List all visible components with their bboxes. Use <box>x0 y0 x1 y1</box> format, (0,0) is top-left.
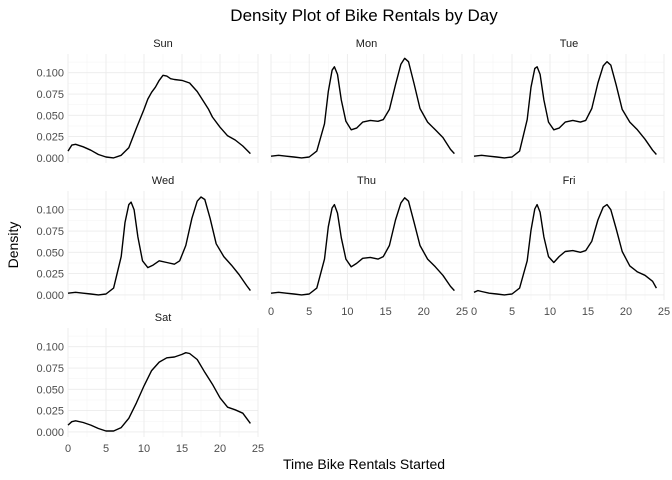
panels-group: Sun 0.000 0.025 0.050 0.075 0.100 Mon Tue Wed 0.0… <box>36 38 670 455</box>
x-tick-label: 0 <box>268 306 274 318</box>
x-axis-title: Time Bike Rentals Started <box>283 456 445 472</box>
x-tick-label: 5 <box>509 306 515 318</box>
y-tick-label: 0.050 <box>36 384 64 396</box>
density-curve-thu <box>270 197 455 296</box>
y-tick-label: 0.050 <box>36 110 64 122</box>
density-curve-wed <box>67 196 251 296</box>
x-tick-label: 25 <box>658 306 670 318</box>
strip-label-mon: Mon <box>356 38 377 50</box>
x-tick-label: 20 <box>214 443 226 455</box>
panel-sun: Sun 0.000 0.025 0.050 0.075 0.100 <box>36 38 259 165</box>
y-tick-label: 0.075 <box>36 226 64 238</box>
y-tick-label: 0.100 <box>36 68 64 80</box>
y-tick-label: 0.100 <box>36 342 64 354</box>
x-tick-label: 5 <box>306 306 312 318</box>
x-tick-label: 0 <box>471 306 477 318</box>
x-tick-label: 15 <box>379 306 391 318</box>
x-tick-label: 10 <box>341 306 353 318</box>
density-curve-sun <box>67 74 251 159</box>
strip-label-sun: Sun <box>153 38 173 50</box>
strip-label-fri: Fri <box>563 175 576 187</box>
y-tick-label: 0.025 <box>36 269 64 281</box>
chart-title: Density Plot of Bike Rentals by Day <box>230 6 498 25</box>
x-tick-label: 25 <box>456 306 468 318</box>
density-curve-fri <box>473 203 658 296</box>
y-tick-label: 0.100 <box>36 205 64 217</box>
strip-label-thu: Thu <box>357 175 376 187</box>
x-tick-label: 20 <box>418 306 430 318</box>
panel-fri: Fri 0 5 10 15 20 25 <box>471 175 670 318</box>
x-tick-label: 10 <box>138 443 150 455</box>
panel-sat: Sat 0.000 0.025 0.050 0.075 0.100 0 5 10 15 20 25 <box>36 312 264 455</box>
y-tick-label: 0.075 <box>36 89 64 101</box>
panel-tue: Tue <box>473 38 665 163</box>
strip-label-sat: Sat <box>155 312 172 324</box>
y-tick-label: 0.050 <box>36 247 64 259</box>
y-axis-title: Density <box>5 222 21 269</box>
panel-thu: Thu 0 5 10 15 20 25 <box>268 175 468 318</box>
density-curve-mon <box>270 57 455 159</box>
y-tick-label: 0.025 <box>36 132 64 144</box>
x-tick-label: 0 <box>65 443 71 455</box>
density-curve-sat <box>67 352 251 432</box>
x-tick-label: 5 <box>103 443 109 455</box>
x-tick-label: 15 <box>582 306 594 318</box>
x-tick-label: 25 <box>252 443 264 455</box>
y-tick-label: 0.025 <box>36 406 64 418</box>
strip-label-wed: Wed <box>152 175 174 187</box>
density-curve-tue <box>473 61 657 159</box>
x-tick-label: 20 <box>620 306 632 318</box>
x-tick-label: 10 <box>544 306 556 318</box>
panel-mon: Mon <box>270 38 463 163</box>
y-tick-label: 0.075 <box>36 363 64 375</box>
y-tick-label: 0.000 <box>36 290 64 302</box>
x-tick-label: 15 <box>176 443 188 455</box>
y-tick-label: 0.000 <box>36 427 64 439</box>
strip-label-tue: Tue <box>560 38 579 50</box>
y-tick-label: 0.000 <box>36 153 64 165</box>
panel-wed: Wed 0.000 0.025 0.050 0.075 0.100 <box>36 175 259 302</box>
